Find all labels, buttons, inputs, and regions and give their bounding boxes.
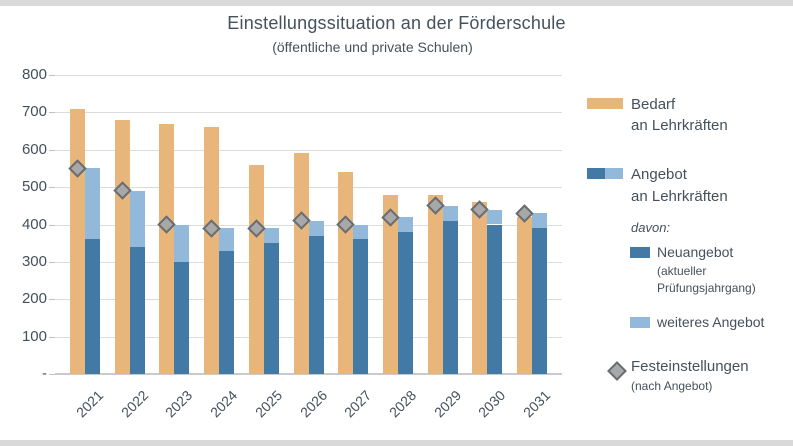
bar-bedarf (517, 217, 532, 374)
bar-neuangebot (442, 220, 458, 374)
y-tick-label: 500 (21, 178, 47, 196)
y-tick-label: 400 (21, 215, 47, 233)
bar-weiteres-angebot (532, 213, 547, 229)
bar-weiteres-angebot (174, 224, 190, 262)
y-tick-label: 300 (21, 252, 47, 270)
y-axis-tick (49, 299, 55, 301)
y-tick-label: 600 (21, 140, 47, 158)
y-axis-tick (49, 336, 55, 338)
bar-bedarf (248, 164, 264, 374)
bottom-frame-bar (0, 440, 793, 446)
y-tick-label: 100 (21, 327, 47, 345)
bar-neuangebot (308, 235, 324, 374)
bar-neuangebot (487, 224, 503, 374)
y-axis-tick (49, 261, 55, 263)
bar-bedarf (70, 108, 85, 374)
legend-weiteres-swatch-icon (630, 317, 650, 328)
bar-weiteres-angebot (397, 217, 413, 232)
legend-angebot-label-line2: an Lehrkräften (631, 188, 728, 205)
bar-neuangebot (397, 231, 413, 374)
legend-neuangebot-label: Neuangebot (657, 244, 734, 260)
y-tick-label: 700 (21, 103, 47, 121)
bar-neuangebot (85, 239, 100, 374)
legend-neuangebot-swatch-icon (630, 247, 650, 258)
bar-bedarf (427, 194, 443, 374)
bar-neuangebot (263, 243, 279, 374)
gridline (55, 112, 562, 114)
y-axis-tick (49, 112, 55, 114)
bar-neuangebot (174, 261, 190, 374)
gridline (55, 373, 562, 375)
bar-bedarf (159, 123, 175, 374)
legend-bedarf-label-line1: Bedarf (631, 96, 676, 113)
legend-bedarf-swatch-icon (587, 98, 623, 109)
bar-neuangebot (129, 246, 145, 374)
bar-weiteres-angebot (353, 224, 369, 240)
gridline (55, 149, 562, 151)
y-tick-label: 200 (21, 290, 47, 308)
bar-neuangebot (219, 250, 235, 374)
bar-weiteres-angebot (442, 205, 458, 221)
bar-weiteres-angebot (487, 209, 503, 225)
legend-angebot-label-line1: Angebot (631, 166, 687, 183)
bar-bedarf (204, 127, 220, 374)
legend-fest-label: Festeinstellungen (631, 358, 749, 375)
top-frame-bar (0, 0, 793, 6)
y-axis-tick (49, 149, 55, 151)
bar-weiteres-angebot (129, 190, 145, 247)
chart-title: Einstellungssituation an der Förderschul… (227, 13, 566, 33)
y-axis-tick (49, 374, 55, 375)
legend-fest-note: (nach Angebot) (631, 379, 713, 393)
bar-bedarf (293, 153, 309, 374)
gridline (55, 75, 562, 76)
chart-subtitle: (öffentliche und private Schulen) (272, 39, 473, 55)
legend-davon-label: davon: (631, 220, 671, 235)
bar-neuangebot (532, 228, 547, 374)
y-axis-tick (49, 224, 55, 226)
bar-bedarf (472, 202, 488, 374)
bar-weiteres-angebot (219, 228, 235, 251)
legend-bedarf-label-line2: an Lehrkräften (631, 117, 728, 134)
gridline (55, 187, 562, 189)
bar-weiteres-angebot (85, 168, 100, 240)
y-tick-label: - (42, 365, 47, 382)
bar-weiteres-angebot (263, 228, 279, 244)
title-block: Einstellungssituation an der Förderschul… (0, 13, 793, 55)
legend-angebot-swatch-light-icon (605, 168, 623, 179)
bar-neuangebot (353, 239, 369, 374)
legend-neuangebot-note-line2: Prüfungsjahrgang) (657, 281, 756, 295)
y-axis-tick (49, 187, 55, 189)
bar-bedarf (382, 194, 398, 374)
bar-bedarf (338, 172, 354, 374)
legend-fest-diamond-icon (607, 361, 627, 381)
legend-neuangebot-note-line1: (aktueller (657, 264, 707, 278)
y-axis-tick (49, 75, 55, 76)
y-tick-label: 800 (21, 66, 47, 83)
legend-weiteres-label: weiteres Angebot (657, 314, 765, 330)
legend-angebot-swatch-dark-icon (587, 168, 605, 179)
bar-bedarf (114, 119, 130, 374)
bar-weiteres-angebot (308, 220, 324, 236)
